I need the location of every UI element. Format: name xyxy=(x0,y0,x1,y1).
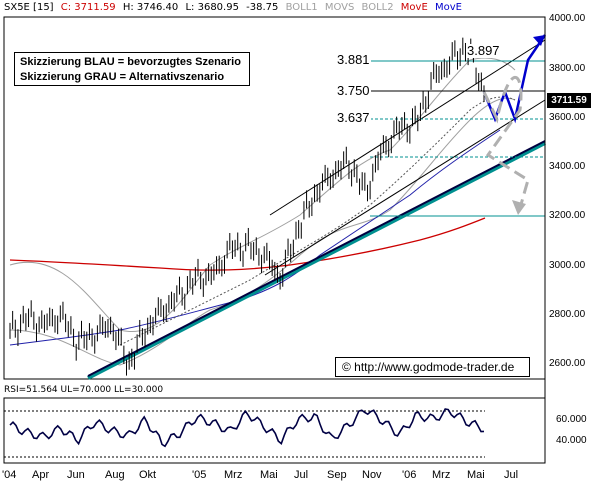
watermark-url: © http://www.godmode-trader.de xyxy=(335,357,530,377)
x-tick-label: Mai xyxy=(260,469,278,481)
main-trendline-teal xyxy=(87,141,546,380)
x-tick-label: '06 xyxy=(402,469,417,481)
y-tick-label: 3200.00 xyxy=(549,210,586,222)
ma-dashed xyxy=(119,96,516,346)
last-price-tag: 3711.59 xyxy=(547,93,591,108)
x-tick-label: Aug xyxy=(105,469,125,481)
scenario-grey-arrowhead xyxy=(512,200,526,215)
rsi-line xyxy=(9,408,485,448)
level-3897-label: 3.897 xyxy=(466,43,501,58)
scenario-grey-path xyxy=(482,76,530,216)
scenario-blue-arrowhead xyxy=(533,35,545,46)
level-3881-label: 3.881 xyxy=(336,52,371,67)
chart-header: SX5E [15] C: 3711.59 H: 3746.40 L: 3680.… xyxy=(4,2,466,13)
rsi-panel xyxy=(3,397,546,464)
x-tick-label: '05 xyxy=(192,469,207,481)
x-tick-label: Nov xyxy=(362,469,382,481)
x-tick-label: Sep xyxy=(327,469,347,481)
x-tick-label: Jul xyxy=(294,469,309,481)
x-tick-label: '04 xyxy=(2,469,17,481)
legend-line-blue: Skizzierung BLAU = bevorzugtes Szenario xyxy=(20,56,241,68)
change-label: -38.75 xyxy=(246,2,279,13)
price-bars xyxy=(9,37,485,376)
y-tick-label: 3400.00 xyxy=(549,161,586,173)
ma-blue xyxy=(9,129,501,346)
level-3637-label: 3.637 xyxy=(336,110,371,125)
y-tick-label: 3000.00 xyxy=(549,259,586,271)
indicator-movs: MOVS xyxy=(324,2,355,13)
level-3750-label: 3.750 xyxy=(336,83,371,98)
scenario-legend: Skizzierung BLAU = bevorzugtes Szenario … xyxy=(14,52,250,86)
low-label: L: 3680.95 xyxy=(185,2,239,13)
indicator-move-blue: MovE xyxy=(434,2,462,13)
scenario-blue-path xyxy=(482,34,547,124)
x-tick-label: Jun xyxy=(67,469,85,481)
x-tick-label: Okt xyxy=(139,469,157,481)
symbol-label: SX5E [15] xyxy=(4,2,54,13)
x-tick-label: Jul xyxy=(504,469,519,481)
y-tick-label: 3800.00 xyxy=(549,62,586,74)
rsi-tick-label: 40.000 xyxy=(556,435,587,447)
legend-line-grey: Skizzierung GRAU = Alternativszenario xyxy=(20,71,225,83)
x-tick-label: Mrz xyxy=(224,469,243,481)
indicator-boll1: BOLL1 xyxy=(285,2,318,13)
y-tick-label: 3600.00 xyxy=(549,111,586,123)
indicator-boll2: BOLL2 xyxy=(361,2,394,13)
y-tick-label: 2800.00 xyxy=(549,308,586,320)
x-tick-label: Mrz xyxy=(432,469,451,481)
y-tick-label: 4000.00 xyxy=(549,13,586,25)
y-tick-label: 2600.00 xyxy=(549,358,586,370)
x-tick-label: Mai xyxy=(467,469,485,481)
rsi-header: RSI=51.564 UL=70.000 LL=30.000 xyxy=(4,385,164,395)
main-trendline-dark xyxy=(87,140,546,377)
close-label: C: 3711.59 xyxy=(60,2,116,13)
bollinger-upper xyxy=(9,57,516,332)
rsi-tick-label: 60.000 xyxy=(556,413,587,425)
indicator-move-red: MovE xyxy=(400,2,428,13)
x-tick-label: Apr xyxy=(32,469,50,481)
channel-lower-line xyxy=(264,99,546,276)
high-label: H: 3746.40 xyxy=(122,2,179,13)
